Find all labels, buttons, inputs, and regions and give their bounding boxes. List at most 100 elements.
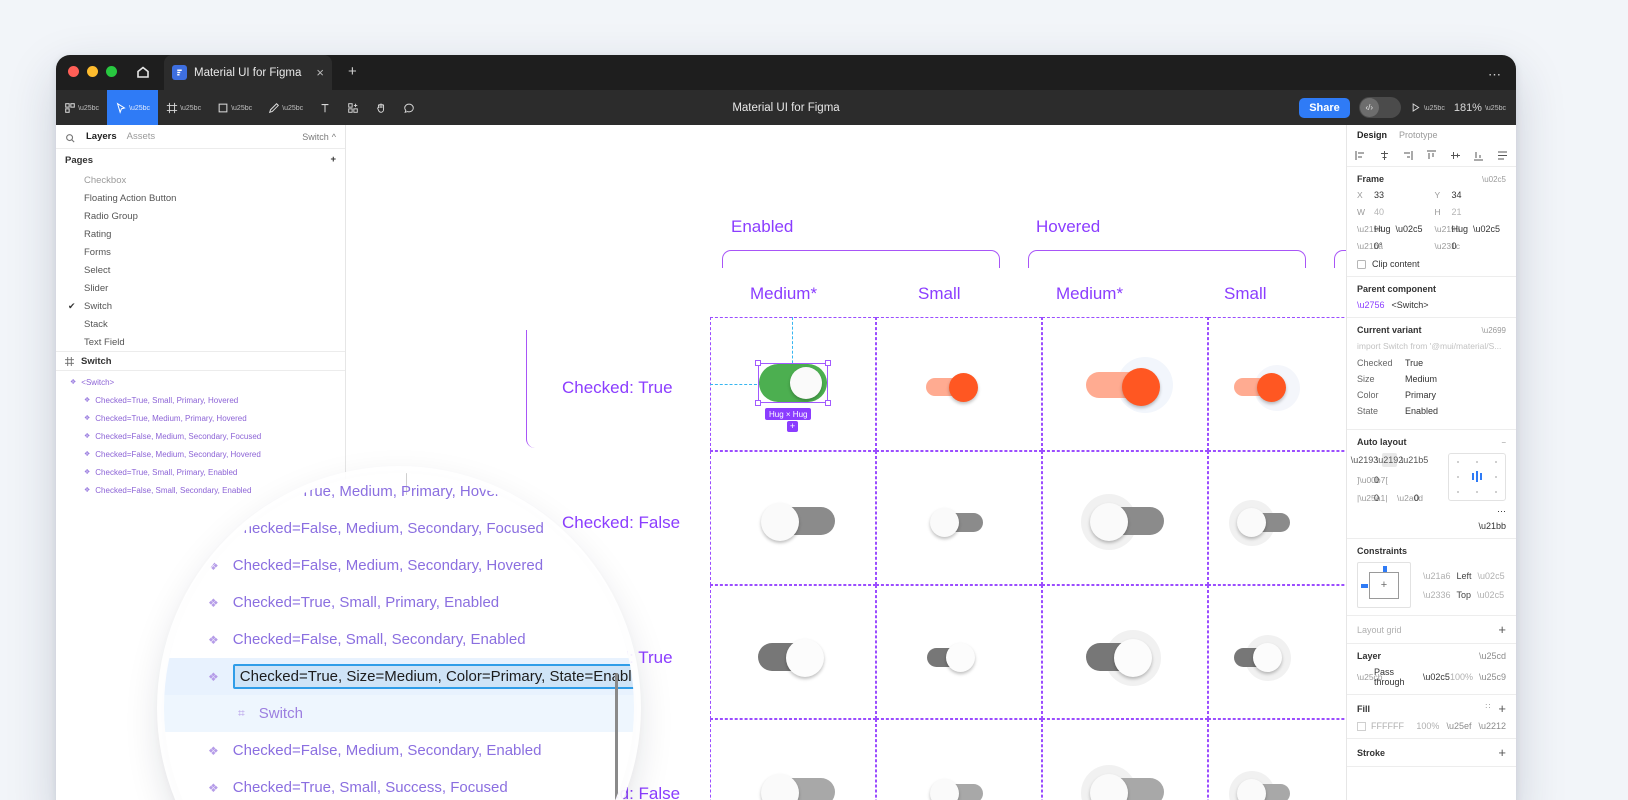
resize-handle-tr[interactable] bbox=[825, 360, 831, 366]
resize-handle-tl[interactable] bbox=[755, 360, 761, 366]
alignment-pad[interactable] bbox=[1448, 453, 1506, 501]
layer-item[interactable]: ❖ Checked=False, Small, Secondary, Enable… bbox=[164, 621, 634, 658]
layer-item[interactable]: ❖ Checked=True, Small, Success, Focused bbox=[164, 769, 634, 800]
maximize-window-icon[interactable] bbox=[106, 66, 117, 77]
search-icon[interactable] bbox=[65, 131, 76, 143]
switch-orange-small[interactable] bbox=[926, 371, 978, 402]
switch-off-medium-hovered[interactable] bbox=[1081, 494, 1164, 550]
direction-horizontal-icon[interactable]: \u2192 bbox=[1375, 453, 1404, 467]
align-horizontal-center-icon[interactable] bbox=[1379, 150, 1390, 161]
layer-opacity-value[interactable]: 100% bbox=[1449, 672, 1473, 682]
fill-styles-icon[interactable]: ∷ bbox=[1485, 702, 1491, 711]
fill-visibility-icon[interactable]: \u25ef bbox=[1446, 721, 1472, 731]
add-stroke-button[interactable]: + bbox=[1498, 745, 1506, 760]
variant-prop-checked[interactable]: Checked True bbox=[1357, 358, 1506, 368]
present-button[interactable]: \u25bc bbox=[1410, 102, 1445, 113]
hand-tool-icon[interactable] bbox=[367, 90, 395, 125]
switch-orange-small-hovered[interactable] bbox=[1234, 365, 1300, 411]
switch-off-medium[interactable] bbox=[761, 497, 835, 541]
visibility-icon[interactable]: \u25c9 bbox=[1478, 672, 1506, 682]
switch-on-gray-small-hovered[interactable] bbox=[1234, 635, 1291, 681]
page-item-stack[interactable]: Stack bbox=[56, 315, 345, 333]
tab-assets[interactable]: Assets bbox=[126, 131, 156, 142]
page-item-switch[interactable]: ✔ Switch bbox=[56, 297, 345, 315]
direction-vertical-icon[interactable]: \u2193 bbox=[1350, 455, 1379, 465]
layer-item-frame[interactable]: ⌗ Switch bbox=[164, 695, 634, 732]
add-auto-layout-badge[interactable]: + bbox=[787, 421, 798, 432]
layer-item[interactable]: ❖ Checked=True, Small, Primary, Hovered bbox=[56, 391, 345, 409]
corner-radius-field[interactable]: \u231c 0 bbox=[1435, 241, 1507, 251]
page-item-forms[interactable]: Forms bbox=[56, 243, 345, 261]
switch-orange-medium-hovered[interactable] bbox=[1086, 357, 1173, 413]
add-layout-grid-button[interactable]: + bbox=[1498, 622, 1506, 637]
page-item-checkbox[interactable]: Checkbox bbox=[56, 171, 345, 189]
padding-horizontal-field[interactable]: |\u25a1| 0 bbox=[1357, 493, 1387, 503]
switch-on-gray-medium[interactable] bbox=[758, 633, 824, 677]
align-right-icon[interactable] bbox=[1402, 150, 1413, 161]
reset-auto-layout-icon[interactable]: \u21bb bbox=[1478, 521, 1506, 531]
add-fill-button[interactable]: + bbox=[1498, 701, 1506, 716]
fill-color-swatch[interactable] bbox=[1357, 721, 1366, 731]
variant-prop-color[interactable]: Color Primary bbox=[1357, 390, 1506, 400]
layer-item[interactable]: ❖ Checked=False, Medium, Secondary, Focus… bbox=[164, 510, 634, 547]
align-bottom-icon[interactable] bbox=[1473, 150, 1484, 161]
layer-item[interactable]: ❖ Checked=False, Small, Secondary, Enable… bbox=[56, 481, 345, 499]
zoom-level-button[interactable]: 181% \u25bc bbox=[1454, 102, 1506, 114]
switch-selected[interactable] bbox=[759, 364, 827, 402]
page-item-select[interactable]: Select bbox=[56, 261, 345, 279]
home-icon[interactable] bbox=[134, 63, 152, 81]
variant-settings-icon[interactable]: \u2699 bbox=[1481, 325, 1506, 335]
remove-fill-icon[interactable]: \u2212 bbox=[1478, 721, 1506, 731]
page-item-floating-action-button[interactable]: Floating Action Button bbox=[56, 189, 345, 207]
distribute-icon[interactable] bbox=[1497, 150, 1508, 161]
switch-off-small-hovered[interactable] bbox=[1229, 500, 1290, 546]
align-vertical-center-icon[interactable] bbox=[1450, 150, 1461, 161]
page-item-radio-group[interactable]: Radio Group bbox=[56, 207, 345, 225]
align-left-icon[interactable] bbox=[1355, 150, 1366, 161]
menu-icon[interactable]: \u25bc bbox=[56, 90, 107, 125]
layer-item[interactable]: ❖ Checked=True, Small, Primary, Enabled bbox=[164, 584, 634, 621]
blend-mode-field[interactable]: \u25cb Pass through \u02c5 bbox=[1357, 667, 1450, 687]
constraint-horizontal-row[interactable]: \u21a6 Left \u02c5 bbox=[1423, 571, 1505, 581]
page-switcher[interactable]: Switch ^ bbox=[302, 132, 336, 142]
layer-item[interactable]: ❖ Checked=False, Medium, Secondary, Focus… bbox=[56, 427, 345, 445]
layer-item[interactable]: ❖ Checked=True, Small, Primary, Enabled bbox=[56, 463, 345, 481]
layer-item[interactable]: ❖ Checked=False, Medium, Secondary, Enabl… bbox=[164, 732, 634, 769]
eye-icon[interactable]: \u25cd bbox=[1478, 651, 1506, 661]
new-tab-button[interactable]: + bbox=[348, 63, 357, 80]
fill-opacity-value[interactable]: 100% bbox=[1416, 721, 1440, 731]
w-field[interactable]: W 40 bbox=[1357, 207, 1429, 217]
variant-prop-state[interactable]: State Enabled bbox=[1357, 406, 1506, 416]
rotation-field[interactable]: \u21ba 0° bbox=[1357, 241, 1429, 251]
fill-color-field[interactable]: FFFFFF bbox=[1357, 721, 1404, 731]
hug-height-field[interactable]: \u2195 Hug \u02c5 bbox=[1435, 224, 1507, 234]
move-tool-icon[interactable]: \u25bc bbox=[107, 90, 159, 125]
resize-handle-br[interactable] bbox=[825, 400, 831, 406]
constraints-grid[interactable]: + bbox=[1357, 562, 1411, 608]
dev-mode-toggle[interactable]: ‹/› bbox=[1358, 97, 1401, 118]
parent-component-row[interactable]: \u2756 <Switch> bbox=[1357, 300, 1506, 310]
pen-tool-icon[interactable]: \u25bc bbox=[260, 90, 311, 125]
page-item-slider[interactable]: Slider bbox=[56, 279, 345, 297]
page-item-text-field[interactable]: Text Field bbox=[56, 333, 345, 351]
switch-on-gray-medium-hovered[interactable] bbox=[1086, 630, 1161, 686]
clip-content-checkbox[interactable] bbox=[1357, 259, 1366, 269]
padding-vertical-field[interactable]: \u2a0d 0 bbox=[1397, 493, 1423, 503]
clip-content-row[interactable]: Clip content bbox=[1357, 259, 1506, 269]
y-field[interactable]: Y 34 bbox=[1435, 190, 1507, 200]
switch-off-small-hovered-r4[interactable] bbox=[1229, 771, 1290, 800]
variant-prop-size[interactable]: Size Medium bbox=[1357, 374, 1506, 384]
direction-wrap-icon[interactable]: \u21b5 bbox=[1400, 455, 1429, 465]
layer-rename-input[interactable]: Checked=True, Size=Medium, Color=Primary… bbox=[232, 664, 634, 689]
close-tab-icon[interactable]: × bbox=[316, 65, 324, 80]
layer-item[interactable]: ❖ Checked=True, Medium, Primary, Hovered bbox=[164, 473, 634, 510]
text-tool-icon[interactable] bbox=[311, 90, 339, 125]
layer-root-item[interactable]: ❖ <Switch> bbox=[56, 373, 345, 391]
x-field[interactable]: X 33 bbox=[1357, 190, 1429, 200]
resize-handle-bl[interactable] bbox=[755, 400, 761, 406]
switch-off-medium-hovered-r4[interactable] bbox=[1081, 765, 1164, 800]
comment-tool-icon[interactable] bbox=[395, 90, 423, 125]
frame-tool-icon[interactable]: \u25bc bbox=[158, 90, 209, 125]
add-page-button[interactable]: + bbox=[330, 154, 336, 166]
layer-item[interactable]: ❖ Checked=False, Medium, Secondary, Hover… bbox=[56, 445, 345, 463]
